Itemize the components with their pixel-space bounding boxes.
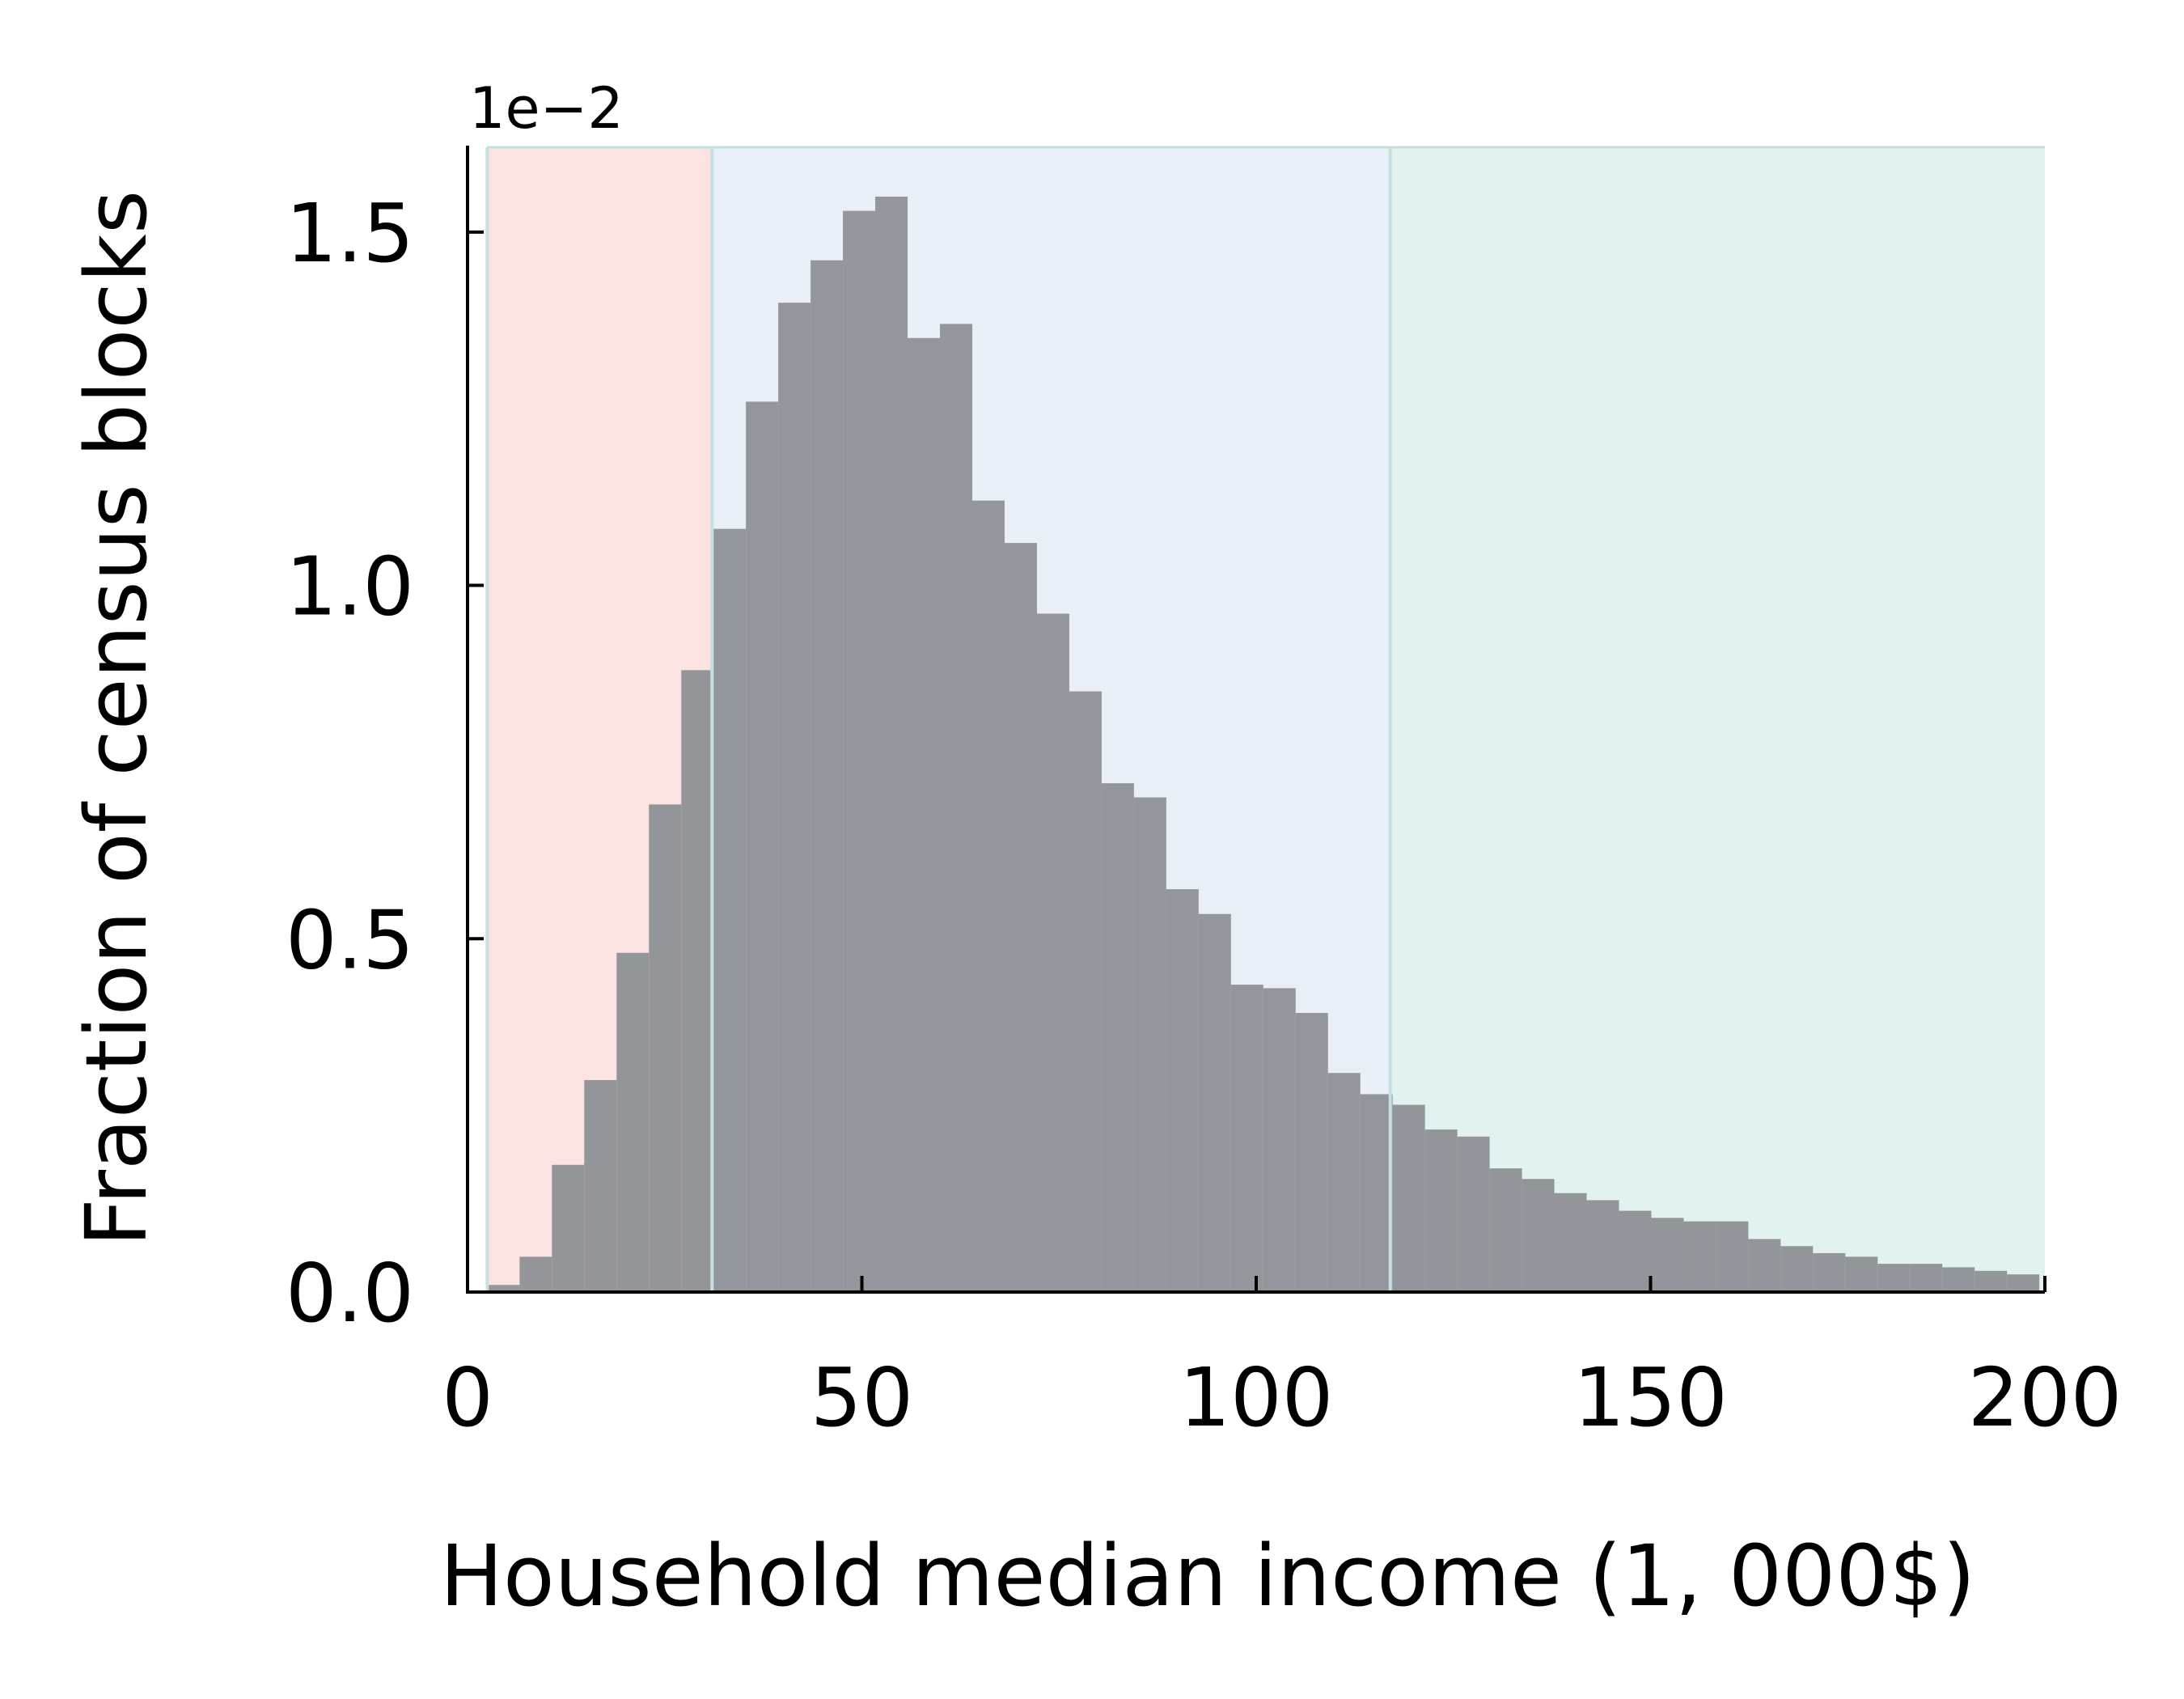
histogram-bar [584, 1079, 617, 1292]
histogram-bar [1683, 1221, 1716, 1292]
histogram-bar [681, 670, 714, 1292]
histogram-bar [1360, 1094, 1393, 1292]
y-ticks: 0.0 0.5 1.0 1.5 [286, 186, 484, 1341]
histogram-bar [1813, 1252, 1846, 1292]
histogram-bar [1877, 1264, 1911, 1292]
histogram-bar [1974, 1270, 2008, 1292]
histogram-bar [1457, 1136, 1490, 1292]
histogram-bar [1424, 1129, 1458, 1292]
x-tick-label: 50 [811, 1350, 913, 1445]
histogram-bar [1522, 1179, 1555, 1292]
histogram-bar [1748, 1239, 1781, 1292]
x-tick-label: 150 [1573, 1350, 1728, 1445]
y-tick-label: 0.5 [286, 892, 414, 987]
histogram-bar [875, 197, 908, 1292]
histogram-bar [1101, 783, 1134, 1292]
histogram-bars [487, 197, 2040, 1293]
histogram-bar [1716, 1221, 1749, 1292]
y-offset-label: 1e−2 [469, 75, 624, 142]
histogram-bar [616, 952, 650, 1292]
histogram-bar [811, 260, 844, 1293]
x-tick-label: 200 [1968, 1350, 2123, 1445]
histogram-bar [552, 1164, 585, 1292]
histogram-bar [1327, 1073, 1361, 1292]
histogram-bar [1230, 985, 1263, 1292]
histogram-bar [1198, 913, 1231, 1292]
histogram-bar [2007, 1274, 2040, 1292]
histogram-bar [1554, 1193, 1587, 1292]
x-ticks: 0 50 100 150 200 [442, 1276, 2122, 1445]
histogram-bar [1295, 1012, 1328, 1292]
x-tick-label: 100 [1179, 1350, 1334, 1445]
histogram-bar [649, 804, 682, 1292]
histogram-bar [1036, 613, 1069, 1292]
histogram-bar [1263, 988, 1296, 1292]
histogram-bar [908, 337, 941, 1292]
histogram-bar [940, 324, 972, 1292]
histogram-bar [1069, 691, 1102, 1292]
histogram-bar [1910, 1264, 1943, 1292]
y-tick-label: 1.0 [286, 540, 414, 634]
histogram-bar [972, 500, 1005, 1292]
histogram-bar [519, 1256, 552, 1292]
histogram-bar [1166, 889, 1199, 1292]
y-tick-label: 0.0 [286, 1246, 414, 1341]
histogram-bar [1942, 1267, 1975, 1292]
histogram-bar [843, 210, 876, 1293]
histogram-bar [1004, 543, 1037, 1292]
histogram-bar [1392, 1104, 1425, 1292]
histogram-bar [1133, 797, 1166, 1292]
x-axis-label: Household median income (1, 000$) [440, 1527, 1975, 1625]
histogram-bar [1489, 1168, 1522, 1292]
histogram-bar [778, 303, 811, 1292]
x-tick-label: 0 [442, 1350, 493, 1445]
histogram-bar [746, 401, 779, 1292]
histogram-bar [1586, 1200, 1619, 1292]
region-2 [1390, 147, 2045, 1292]
histogram-bar [713, 528, 747, 1292]
histogram-bar [1651, 1218, 1684, 1292]
histogram-bar [1619, 1210, 1652, 1292]
histogram-bar [487, 1285, 520, 1292]
histogram-bar [1780, 1246, 1814, 1292]
region-boundaries [485, 146, 2045, 1292]
y-tick-label: 1.5 [286, 186, 414, 281]
histogram-bar [1845, 1256, 1878, 1292]
y-axis-label: Fraction of census blocks [67, 190, 166, 1247]
